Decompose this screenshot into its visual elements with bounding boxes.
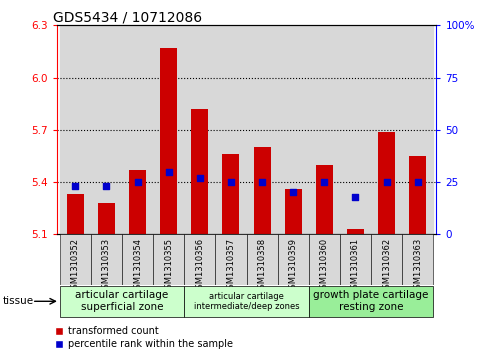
Bar: [91, 25, 122, 234]
Bar: [60, 234, 91, 285]
Bar: [253, 147, 271, 234]
Bar: [278, 234, 309, 285]
Bar: [215, 25, 246, 234]
Bar: [222, 154, 240, 234]
Bar: [98, 203, 115, 234]
Bar: [191, 109, 209, 234]
Point: [383, 179, 390, 185]
Point: [414, 179, 422, 185]
Bar: [340, 234, 371, 285]
Bar: [184, 25, 215, 234]
Bar: [60, 25, 91, 234]
Bar: [160, 48, 177, 234]
Text: GSM1310362: GSM1310362: [382, 238, 391, 294]
Legend: transformed count, percentile rank within the sample: transformed count, percentile rank withi…: [54, 326, 233, 349]
Bar: [284, 189, 302, 234]
Bar: [153, 25, 184, 234]
Point: [352, 194, 359, 200]
Point: [165, 169, 173, 175]
Bar: [184, 234, 215, 285]
Text: tissue: tissue: [2, 296, 34, 306]
Bar: [246, 234, 278, 285]
Text: GSM1310355: GSM1310355: [164, 238, 173, 294]
Text: GSM1310353: GSM1310353: [102, 238, 111, 294]
Text: GSM1310359: GSM1310359: [289, 238, 298, 294]
Point: [227, 179, 235, 185]
Text: GSM1310356: GSM1310356: [195, 238, 204, 294]
Text: GSM1310352: GSM1310352: [71, 238, 80, 294]
Bar: [153, 234, 184, 285]
Bar: [309, 234, 340, 285]
Point: [103, 183, 110, 189]
Bar: [91, 234, 122, 285]
Bar: [316, 164, 333, 234]
Bar: [402, 25, 433, 234]
Point: [134, 179, 141, 185]
Text: GSM1310360: GSM1310360: [320, 238, 329, 294]
Bar: [122, 234, 153, 285]
Point: [71, 183, 79, 189]
Bar: [402, 234, 433, 285]
Point: [289, 189, 297, 195]
Bar: [340, 25, 371, 234]
Bar: [378, 131, 395, 234]
Bar: [309, 25, 340, 234]
Bar: [371, 25, 402, 234]
Bar: [409, 156, 426, 234]
Text: GSM1310363: GSM1310363: [413, 238, 422, 294]
Bar: [122, 25, 153, 234]
Point: [258, 179, 266, 185]
Text: articular cartilage
intermediate/deep zones: articular cartilage intermediate/deep zo…: [194, 291, 299, 311]
Text: articular cartilage
superficial zone: articular cartilage superficial zone: [75, 290, 169, 312]
Bar: [309, 286, 433, 317]
Text: GSM1310358: GSM1310358: [257, 238, 267, 294]
Bar: [60, 286, 184, 317]
Bar: [246, 25, 278, 234]
Point: [196, 175, 204, 181]
Text: GSM1310354: GSM1310354: [133, 238, 142, 294]
Text: growth plate cartilage
resting zone: growth plate cartilage resting zone: [313, 290, 428, 312]
Bar: [347, 229, 364, 234]
Bar: [215, 234, 246, 285]
Text: GSM1310357: GSM1310357: [226, 238, 236, 294]
Bar: [67, 194, 84, 234]
Bar: [278, 25, 309, 234]
Text: GDS5434 / 10712086: GDS5434 / 10712086: [53, 10, 202, 24]
Bar: [371, 234, 402, 285]
Point: [320, 179, 328, 185]
Bar: [184, 286, 309, 317]
Bar: [129, 170, 146, 234]
Text: GSM1310361: GSM1310361: [351, 238, 360, 294]
